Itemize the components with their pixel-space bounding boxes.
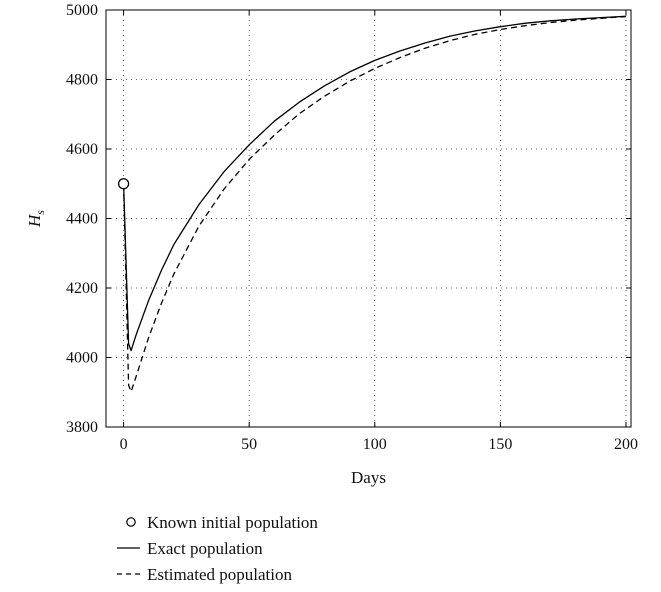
legend: Known initial population Exact populatio… xyxy=(117,513,318,584)
legend-item-estimated: Estimated population xyxy=(117,565,292,584)
x-tick-label: 200 xyxy=(614,436,638,453)
x-axis-title: Days xyxy=(351,468,386,487)
ticks: 0 50 100 150 200 3800 4000 4200 4400 4600 4800 5000 xyxy=(66,2,638,453)
x-tick-label: 50 xyxy=(241,436,257,453)
exact-population-line xyxy=(122,15,627,352)
x-tick-label: 0 xyxy=(120,436,128,453)
y-axis-title-main: H xyxy=(25,213,44,228)
x-tick-label: 150 xyxy=(488,436,512,453)
legend-label-known-initial: Known initial population xyxy=(147,513,318,532)
grid xyxy=(106,9,631,428)
y-axis-title: Hs xyxy=(25,210,47,228)
y-tick-label: 4200 xyxy=(66,280,98,297)
estimated-population-line xyxy=(122,15,627,393)
y-tick-label: 5000 xyxy=(66,2,98,19)
y-tick-label: 4600 xyxy=(66,141,98,158)
legend-item-known-initial: Known initial population xyxy=(126,513,318,532)
legend-label-exact: Exact population xyxy=(147,539,263,558)
legend-item-exact: Exact population xyxy=(117,539,263,558)
plot-frame xyxy=(105,9,632,428)
legend-circle-marker xyxy=(126,517,136,527)
y-tick-label: 3800 xyxy=(66,419,98,436)
series-layer xyxy=(117,15,627,393)
y-axis-title-sub: s xyxy=(33,210,47,215)
known-initial-population-marker xyxy=(117,178,130,190)
y-tick-label: 4000 xyxy=(66,350,98,367)
y-tick-label: 4400 xyxy=(66,211,98,228)
y-tick-label: 4800 xyxy=(66,72,98,89)
x-tick-label: 100 xyxy=(363,436,387,453)
legend-label-estimated: Estimated population xyxy=(147,565,292,584)
